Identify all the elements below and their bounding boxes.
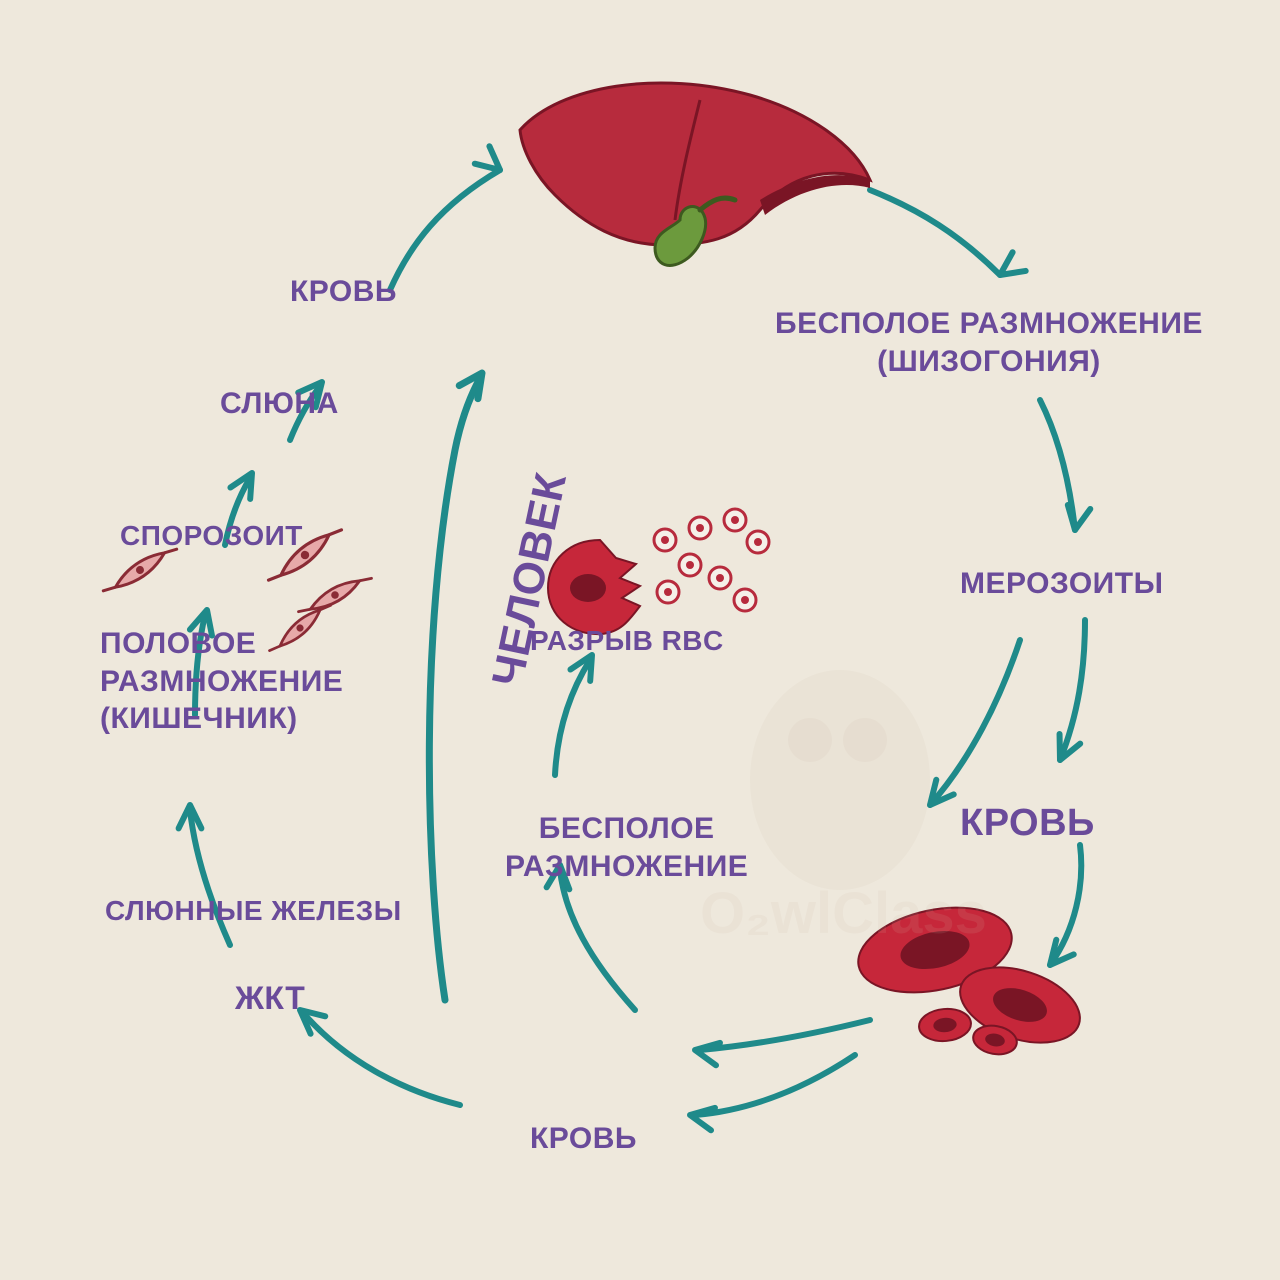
label-blood-bottom: КРОВЬ <box>530 1120 637 1158</box>
label-gi-tract: ЖКТ <box>235 978 305 1018</box>
label-sporozoite: СПОРОЗОИТ <box>120 518 303 553</box>
label-sexual-repro: ПОЛОВОЕ РАЗМНОЖЕНИЕ (КИШЕЧНИК) <box>100 625 343 738</box>
label-merozoites: МЕРОЗОИТЫ <box>960 565 1163 603</box>
label-blood-top: КРОВЬ <box>290 273 397 311</box>
label-asexual-inner: БЕСПОЛОЕ РАЗМНОЖЕНИЕ <box>505 810 748 885</box>
label-asexual-top: БЕСПОЛОЕ РАЗМНОЖЕНИЕ (ШИЗОГОНИЯ) <box>775 305 1203 380</box>
label-saliva: СЛЮНА <box>220 385 339 423</box>
label-salivary-glands: СЛЮННЫЕ ЖЕЛЕЗЫ <box>105 893 402 928</box>
label-blood-right: КРОВЬ <box>960 800 1095 848</box>
label-rbc-rupture: РАЗРЫВ RBC <box>530 623 724 658</box>
